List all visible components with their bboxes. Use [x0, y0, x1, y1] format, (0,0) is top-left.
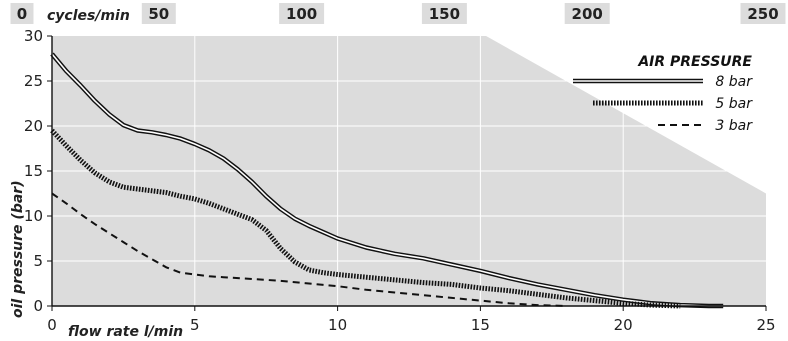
legend-title: AIR PRESSURE — [637, 54, 752, 70]
secondary-tick-box — [421, 3, 467, 24]
secondary-x-tick-label: 50 — [148, 5, 169, 23]
secondary-tick-box — [10, 3, 34, 24]
legend-entry: 8 bar — [573, 74, 753, 90]
secondary-x-tick-label: 200 — [572, 5, 603, 23]
legend-entry: 3 bar — [658, 118, 753, 134]
secondary-x-tick-label: 250 — [747, 5, 778, 23]
x-tick-label: 0 — [47, 316, 57, 334]
y-tick-label: 15 — [24, 162, 43, 180]
y-tick-label: 20 — [24, 117, 43, 135]
x-tick-label: 20 — [614, 316, 633, 334]
x-tick-label: 15 — [471, 316, 490, 334]
series-2 — [51, 192, 567, 307]
series-line — [51, 192, 567, 307]
secondary-tick-box — [279, 3, 325, 24]
x-tick-label: 10 — [328, 316, 347, 334]
y-tick-label: 5 — [33, 252, 43, 270]
y-ticks: 0 5 10 15 20 25 30 — [24, 27, 52, 315]
y-tick-label: 25 — [24, 72, 43, 90]
secondary-tick-box — [564, 3, 610, 24]
secondary-x-axis-label: cycles/min — [47, 8, 130, 24]
x-tick-label: 25 — [756, 316, 775, 334]
secondary-x-tick-label: 0 — [17, 5, 27, 23]
y-tick-label: 0 — [33, 297, 43, 315]
secondary-x-tick-label: 100 — [286, 5, 317, 23]
series-line-inner — [51, 53, 724, 307]
legend-label: 3 bar — [715, 118, 753, 134]
y-axis-label: oil pressure (bar) — [10, 180, 26, 318]
series-1 — [50, 128, 681, 309]
series-line — [50, 128, 681, 309]
legend-entry: 5 bar — [593, 96, 753, 112]
secondary-tick-box — [740, 3, 786, 24]
y-tick-label: 10 — [24, 207, 43, 225]
secondary-tick-box — [141, 3, 176, 24]
shaded-region — [486, 36, 766, 194]
x-tick-label: 5 — [190, 316, 200, 334]
x-axis-label: flow rate l/min — [68, 324, 183, 340]
legend-label: 5 bar — [715, 96, 753, 112]
legend-label: 8 bar — [715, 74, 753, 90]
x-ticks: 0 5 10 15 20 25 — [47, 306, 776, 334]
y-tick-label: 30 — [24, 27, 43, 45]
series-0 — [50, 52, 724, 309]
secondary-x-ticks: 0 50 100 150 200 250 — [10, 3, 786, 24]
secondary-x-tick-label: 150 — [429, 5, 460, 23]
series-layer — [50, 52, 724, 309]
legend: AIR PRESSURE 8 bar 5 bar 3 bar — [573, 54, 753, 134]
